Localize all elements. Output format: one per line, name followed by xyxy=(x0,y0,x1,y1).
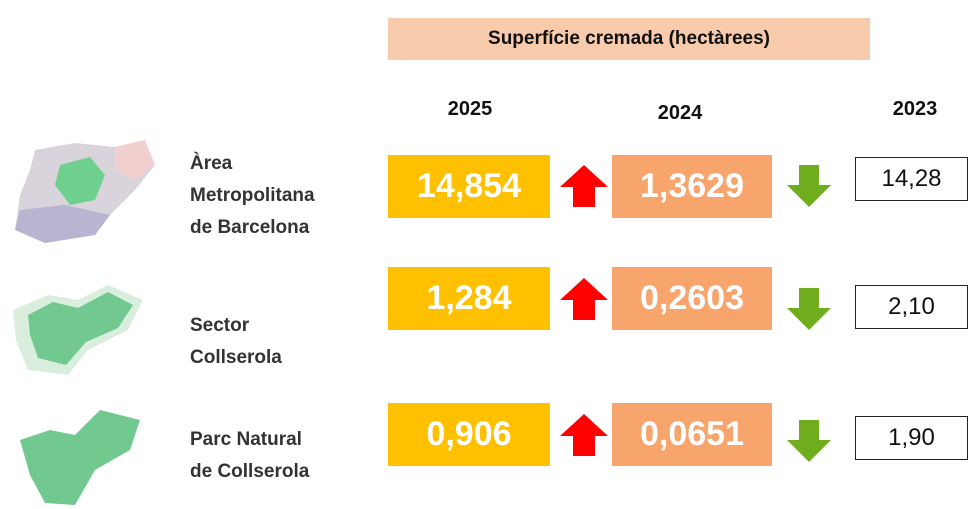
value-2025: 14,854 xyxy=(388,155,550,218)
row-label: Sector Collserola xyxy=(190,310,282,374)
label-line: Sector xyxy=(190,315,250,336)
arrow-up xyxy=(560,278,608,320)
map-sector xyxy=(13,285,143,375)
row-label: Àrea Metropolitana de Barcelona xyxy=(190,148,315,244)
label-line: de Collserola xyxy=(190,461,310,482)
arrow-down xyxy=(787,288,831,330)
arrow-up xyxy=(560,165,608,207)
value-2025: 1,284 xyxy=(388,267,550,330)
arrow-down xyxy=(787,420,831,462)
value-2024: 0,0651 xyxy=(612,403,772,466)
arrow-up xyxy=(560,414,608,456)
label-line: Parc Natural xyxy=(190,429,302,450)
label-line: Collserola xyxy=(190,347,282,368)
arrow-down xyxy=(787,165,831,207)
value-2024: 1,3629 xyxy=(612,155,772,218)
map-parc xyxy=(20,410,140,505)
value-2023: 14,28 xyxy=(855,157,968,201)
value-2023: 1,90 xyxy=(855,416,968,460)
label-line: Metropolitana xyxy=(190,185,315,206)
label-line: Àrea xyxy=(190,153,233,174)
year-label: 2024 xyxy=(657,102,703,124)
map-amb xyxy=(15,140,155,243)
label-line: de Barcelona xyxy=(190,217,310,238)
year-label: 2023 xyxy=(892,98,938,120)
value-2024: 0,2603 xyxy=(612,267,772,330)
header-title: Superfície cremada (hectàrees) xyxy=(388,18,870,60)
year-label: 2025 xyxy=(447,98,493,120)
value-2023: 2,10 xyxy=(855,285,968,329)
row-label: Parc Natural de Collserola xyxy=(190,424,309,488)
value-2025: 0,906 xyxy=(388,403,550,466)
